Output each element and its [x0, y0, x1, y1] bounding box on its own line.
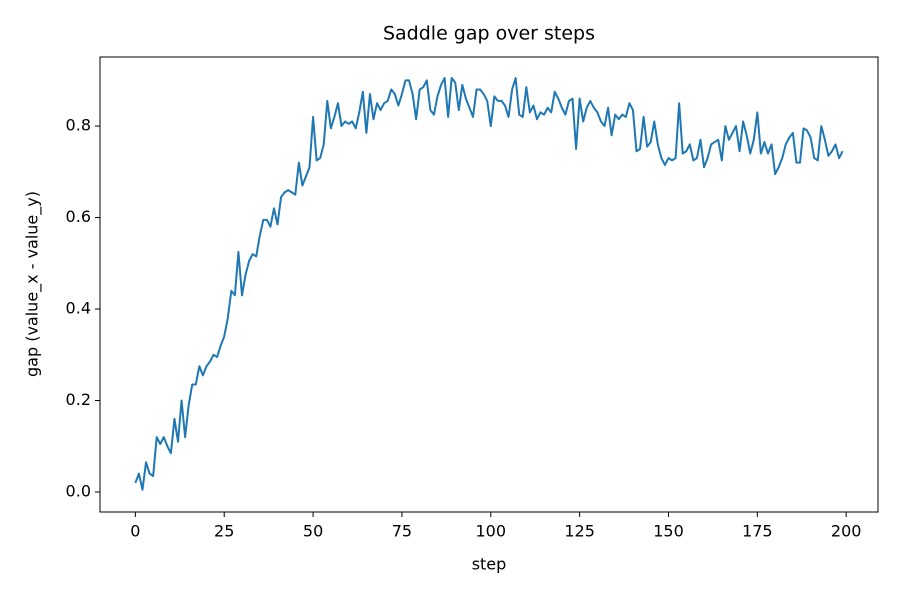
y-tick-label: 0.8: [66, 116, 91, 135]
y-tick-label: 0.6: [66, 207, 91, 226]
y-tick-label: 0.2: [66, 390, 91, 409]
x-axis-label: step: [472, 555, 507, 574]
x-tick-label: 0: [130, 522, 140, 541]
y-tick-label: 0.0: [66, 482, 91, 501]
chart-title: Saddle gap over steps: [383, 23, 595, 45]
x-tick-label: 100: [476, 522, 507, 541]
x-tick-label: 150: [653, 522, 684, 541]
y-axis-label: gap (value_x - value_y): [23, 191, 43, 377]
x-tick-label: 200: [831, 522, 862, 541]
x-tick-label: 175: [742, 522, 773, 541]
x-tick-label: 75: [392, 522, 412, 541]
y-tick-label: 0.4: [66, 299, 91, 318]
plot-frame: [99, 56, 879, 513]
data-line: [134, 77, 844, 491]
x-tick-label: 50: [303, 522, 323, 541]
x-tick-label: 25: [214, 522, 234, 541]
x-tick-label: 125: [564, 522, 595, 541]
